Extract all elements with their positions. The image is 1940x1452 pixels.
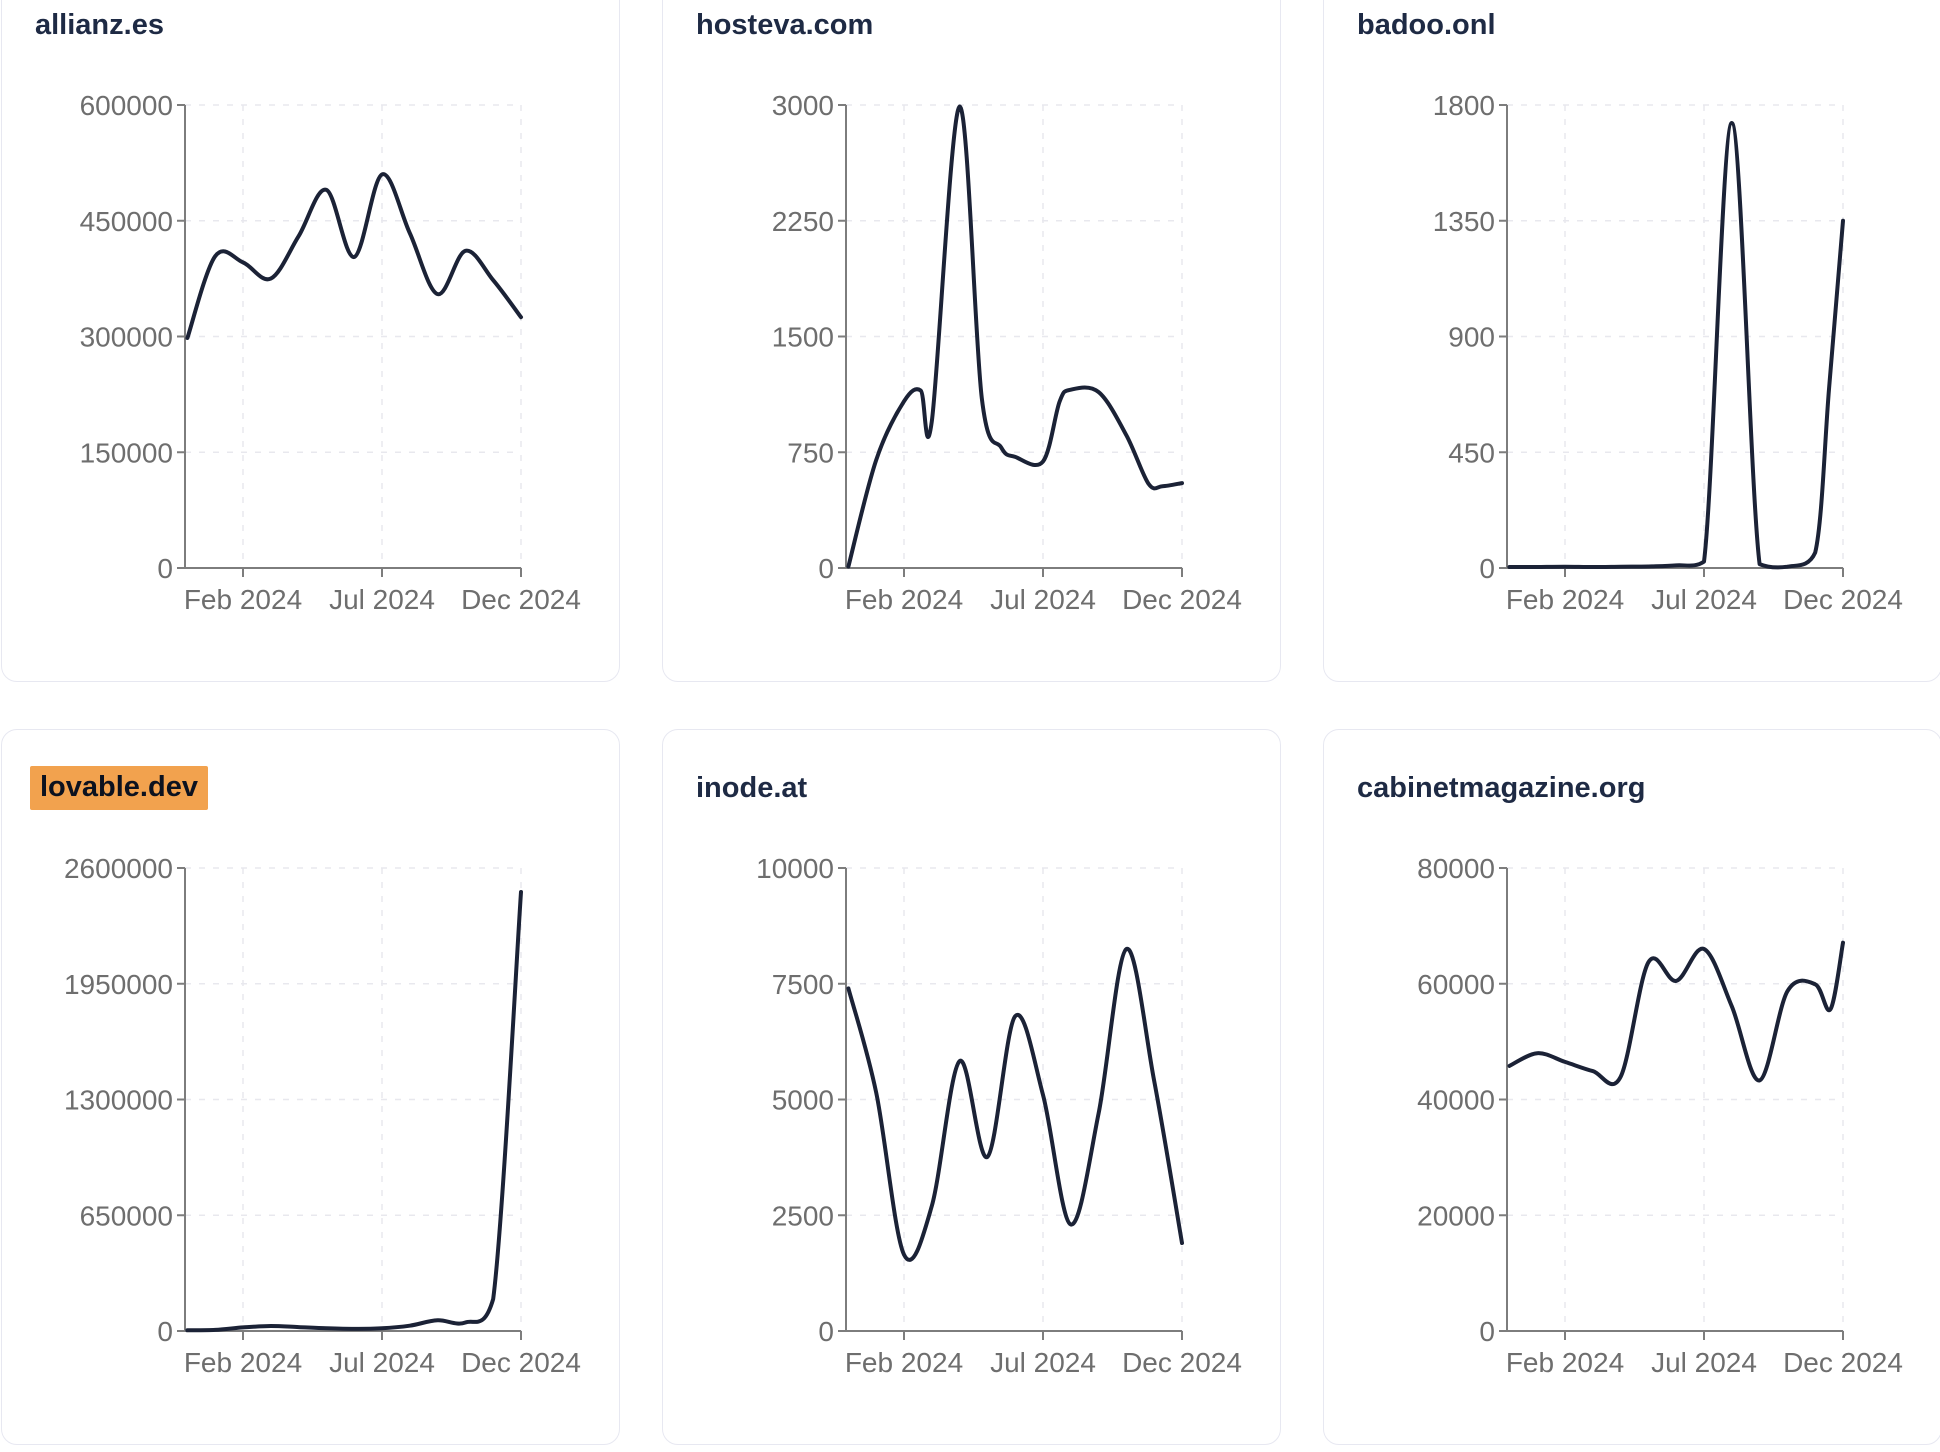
chart-title: cabinetmagazine.org [1357, 772, 1646, 804]
chart-card[interactable]: lovable.dev 0 650000 1300000 1950000 2600000 F… [1, 729, 620, 1445]
x-axis-tick-label: Dec 2024 [1122, 584, 1242, 615]
y-axis-tick-label: 0 [1479, 1316, 1495, 1347]
line-chart-canvas[interactable]: 0 20000 40000 60000 80000 Feb 2024 Jul 2024 Dec… [1324, 730, 1940, 1446]
y-axis-tick-label: 5000 [772, 1085, 834, 1116]
trend-line [846, 946, 1184, 1262]
chart-card[interactable]: allianz.es 0 150000 300000 450000 600000 Feb 2… [1, 0, 620, 682]
chart-card[interactable]: hosteva.com 0 750 1500 2250 3000 Feb 2024 Jul 2… [662, 0, 1281, 682]
y-axis-tick-label: 60000 [1417, 969, 1495, 1000]
y-axis-tick-label: 450 [1448, 437, 1495, 468]
x-axis-tick-label: Feb 2024 [1506, 1347, 1624, 1378]
x-axis-tick-label: Feb 2024 [1506, 584, 1624, 615]
trend-line [1507, 940, 1845, 1087]
y-axis-tick-label: 0 [818, 553, 834, 584]
line-chart-canvas[interactable]: 0 450 900 1350 1800 Feb 2024 Jul 2024 Dec 2024 [1324, 0, 1940, 683]
y-axis-tick-label: 750 [787, 437, 834, 468]
trend-line [185, 172, 523, 340]
x-axis-tick-label: Dec 2024 [1783, 1347, 1903, 1378]
line-chart-canvas[interactable]: 0 150000 300000 450000 600000 Feb 2024 Jul 202… [2, 0, 621, 683]
line-chart-canvas[interactable]: 0 2500 5000 7500 10000 Feb 2024 Jul 2024 Dec 20… [663, 730, 1282, 1446]
x-axis-tick-label: Jul 2024 [990, 584, 1096, 615]
x-axis-tick-label: Jul 2024 [990, 1347, 1096, 1378]
y-axis-tick-label: 450000 [80, 206, 173, 237]
x-axis-tick-label: Jul 2024 [329, 1347, 435, 1378]
y-axis-tick-label: 150000 [80, 437, 173, 468]
x-axis-tick-label: Feb 2024 [845, 584, 963, 615]
chart-card[interactable]: badoo.onl 0 450 900 1350 1800 Feb 2024 Jul 2024… [1323, 0, 1940, 682]
chart-title: allianz.es [35, 9, 164, 41]
chart-card[interactable]: inode.at 0 2500 5000 7500 10000 Feb 2024 Jul 20… [662, 729, 1281, 1445]
chart-title-highlighted: lovable.dev [30, 766, 208, 811]
y-axis-tick-label: 20000 [1417, 1200, 1495, 1231]
x-axis-tick-label: Jul 2024 [329, 584, 435, 615]
chart-title: badoo.onl [1357, 9, 1496, 41]
y-axis-tick-label: 2600000 [64, 853, 173, 884]
y-axis-tick-label: 10000 [756, 853, 834, 884]
y-axis-tick-label: 80000 [1417, 853, 1495, 884]
line-chart-canvas[interactable]: 0 750 1500 2250 3000 Feb 2024 Jul 2024 Dec 2024 [663, 0, 1282, 683]
y-axis-tick-label: 2250 [772, 206, 834, 237]
y-axis-tick-label: 0 [157, 553, 173, 584]
x-axis-tick-label: Feb 2024 [184, 584, 302, 615]
x-axis-tick-label: Dec 2024 [1122, 1347, 1242, 1378]
x-axis-tick-label: Dec 2024 [461, 584, 581, 615]
y-axis-tick-label: 1350 [1433, 206, 1495, 237]
trend-line [846, 104, 1184, 569]
x-axis-tick-label: Jul 2024 [1651, 1347, 1757, 1378]
line-chart-canvas[interactable]: 0 650000 1300000 1950000 2600000 Feb 2024 Jul … [2, 730, 621, 1446]
y-axis-tick-label: 0 [818, 1316, 834, 1347]
chart-title: hosteva.com [696, 9, 874, 41]
x-axis-tick-label: Dec 2024 [461, 1347, 581, 1378]
y-axis-tick-label: 300000 [80, 322, 173, 353]
y-axis-tick-label: 1500 [772, 322, 834, 353]
y-axis-tick-label: 1300000 [64, 1085, 173, 1116]
x-axis-tick-label: Feb 2024 [184, 1347, 302, 1378]
y-axis-tick-label: 1950000 [64, 969, 173, 1000]
trend-line [185, 890, 523, 1333]
y-axis-tick-label: 600000 [80, 90, 173, 121]
x-axis-tick-label: Jul 2024 [1651, 584, 1757, 615]
y-axis-tick-label: 0 [1479, 553, 1495, 584]
trend-line [1507, 120, 1845, 570]
x-axis-tick-label: Dec 2024 [1783, 584, 1903, 615]
chart-card[interactable]: cabinetmagazine.org 0 20000 40000 60000 80000… [1323, 729, 1940, 1445]
y-axis-tick-label: 0 [157, 1316, 173, 1347]
chart-title: inode.at [696, 772, 808, 804]
y-axis-tick-label: 7500 [772, 969, 834, 1000]
y-axis-tick-label: 2500 [772, 1200, 834, 1231]
x-axis-tick-label: Feb 2024 [845, 1347, 963, 1378]
y-axis-tick-label: 3000 [772, 90, 834, 121]
y-axis-tick-label: 40000 [1417, 1085, 1495, 1116]
y-axis-tick-label: 1800 [1433, 90, 1495, 121]
y-axis-tick-label: 650000 [80, 1200, 173, 1231]
y-axis-tick-label: 900 [1448, 322, 1495, 353]
